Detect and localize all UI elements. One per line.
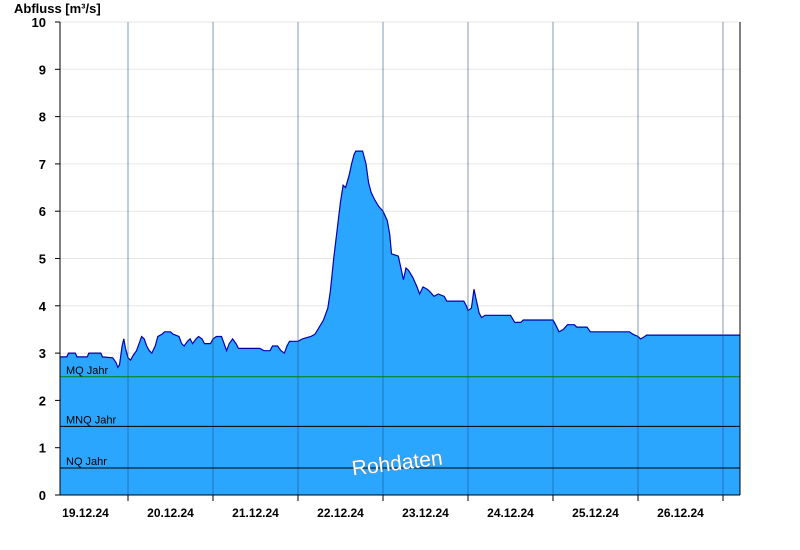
y-tick-label-0: 0 xyxy=(39,488,46,503)
reference-label-0: MQ Jahr xyxy=(66,365,109,377)
discharge-area xyxy=(60,151,740,495)
y-tick-label-7: 7 xyxy=(39,157,46,172)
x-tick-label-6: 25.12.24 xyxy=(572,506,619,520)
x-tick-label-1: 20.12.24 xyxy=(147,506,194,520)
y-tick-label-10: 10 xyxy=(32,15,46,30)
y-tick-label-9: 9 xyxy=(39,62,46,77)
x-tick-label-7: 26.12.24 xyxy=(657,506,704,520)
reference-lines: MQ Jahr MNQ Jahr NQ Jahr xyxy=(60,365,740,469)
day-divider-lines xyxy=(127,22,724,495)
y-tick-label-5: 5 xyxy=(39,252,46,267)
x-tick-label-3: 22.12.24 xyxy=(317,506,364,520)
x-axis-ticks: 19.12.24 20.12.24 21.12.24 22.12.24 23.12.24… xyxy=(62,495,724,520)
y-tick-label-1: 1 xyxy=(39,441,46,456)
watermark-rohdaten: Rohdaten xyxy=(351,447,444,481)
y-tick-label-3: 3 xyxy=(39,346,46,361)
y-tick-label-6: 6 xyxy=(39,204,46,219)
x-tick-label-4: 23.12.24 xyxy=(402,506,449,520)
discharge-line xyxy=(60,150,740,369)
x-tick-label-5: 24.12.24 xyxy=(487,506,534,520)
x-tick-label-0: 19.12.24 xyxy=(62,506,109,520)
x-tick-label-2: 21.12.24 xyxy=(232,506,279,520)
y-tick-label-4: 4 xyxy=(39,299,47,314)
reference-label-2: NQ Jahr xyxy=(66,456,107,468)
y-axis-label: Abfluss [m³/s] xyxy=(14,1,101,16)
y-tick-label-8: 8 xyxy=(39,110,46,125)
y-tick-label-2: 2 xyxy=(39,393,46,408)
y-axis-ticks: 0 1 2 3 4 5 6 7 8 9 10 xyxy=(32,15,60,503)
reference-label-1: MNQ Jahr xyxy=(66,414,116,426)
